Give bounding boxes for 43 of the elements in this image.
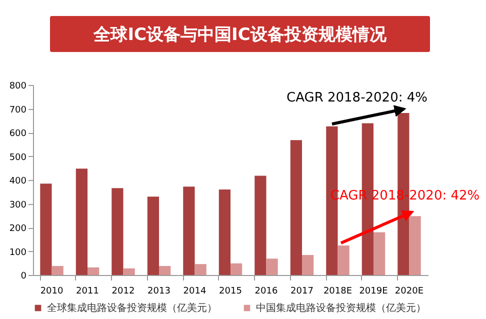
- y-tick-label: 800: [9, 82, 27, 92]
- bar: [194, 264, 206, 275]
- x-tick-label: 2010: [40, 286, 64, 296]
- x-tick-label: 2019E: [359, 286, 388, 296]
- x-tick-label: 2013: [148, 286, 170, 296]
- y-tick-label: 200: [9, 224, 27, 234]
- y-tick-label: 600: [9, 129, 27, 139]
- legend-label: 中国集成电路设备投资规模（亿美元）: [256, 302, 426, 314]
- y-tick-label: 500: [9, 152, 27, 163]
- x-tick-label: 2011: [76, 286, 99, 296]
- x-tick-label: 2017: [290, 286, 314, 296]
- annotation: CAGR 2018-2020: 4%: [286, 90, 428, 106]
- bar: [266, 258, 278, 275]
- bar: [409, 216, 421, 275]
- bar: [338, 246, 350, 275]
- bar: [52, 266, 64, 275]
- bar: [183, 186, 195, 275]
- bar: [302, 255, 314, 275]
- bar: [290, 140, 302, 275]
- bar: [159, 266, 171, 275]
- x-tick-label: 2016: [254, 286, 278, 296]
- bar: [147, 196, 160, 275]
- y-tick-label: 0: [20, 272, 27, 282]
- y-tick-label: 400: [9, 176, 27, 186]
- bar: [373, 232, 386, 275]
- bar: [40, 184, 52, 275]
- bar: [123, 268, 135, 275]
- bar: [218, 190, 230, 275]
- y-tick-label: 300: [9, 200, 27, 210]
- x-tick-label: 2018E: [323, 286, 352, 296]
- x-tick-label: 2015: [219, 286, 242, 296]
- bar: [112, 188, 124, 275]
- bar: [76, 168, 88, 275]
- x-tick-label: 2020E: [394, 286, 424, 296]
- legend-label: 全球集成电路设备投资规模（亿美元）: [47, 302, 217, 314]
- y-tick-label: 100: [9, 248, 27, 258]
- y-tick-label: 700: [9, 105, 27, 116]
- x-tick-label: 2014: [183, 286, 206, 296]
- chart-title: 全球IC设备与中国IC设备投资规模情况: [50, 16, 430, 52]
- bar: [230, 263, 242, 275]
- bar: [88, 267, 100, 275]
- bar: [254, 176, 266, 275]
- x-tick-label: 2012: [112, 286, 135, 296]
